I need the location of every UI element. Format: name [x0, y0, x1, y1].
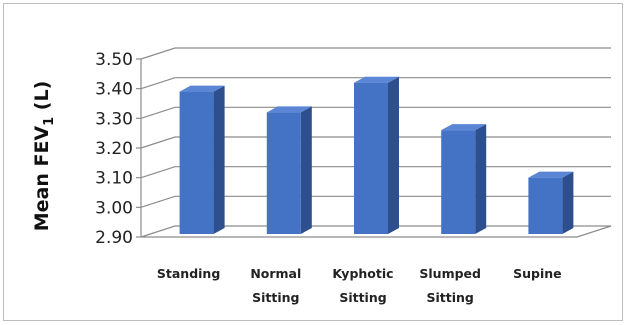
bar-side [388, 76, 399, 234]
category-label: Sitting [252, 290, 299, 305]
bar-side [300, 106, 312, 234]
bar-top [266, 106, 312, 113]
bar [354, 76, 399, 234]
bar-top [528, 171, 574, 178]
gridline [140, 47, 611, 60]
bar [528, 171, 574, 234]
bar-top [179, 85, 225, 92]
bar [441, 124, 487, 234]
category-label: Slumped [419, 266, 481, 281]
y-tick-label: 3.50 [95, 50, 133, 70]
category-label: Sitting [339, 290, 386, 305]
chart-area: 2.90 3.00 3.10 3.20 3.30 3.40 3.50 Standing Nor… [3, 3, 623, 321]
bar-chart: 2.90 3.00 3.10 3.20 3.30 3.40 3.50 Standing Nor… [31, 47, 612, 305]
y-tick-label: 3.10 [95, 169, 133, 189]
y-tick-label: 3.20 [95, 139, 133, 159]
bar-front [354, 82, 388, 234]
category-label: Sitting [427, 290, 474, 305]
bar-front [266, 112, 301, 234]
bar-side [213, 85, 225, 234]
y-tick-label: 3.40 [95, 80, 133, 100]
category-label: Supine [513, 266, 562, 281]
y-tick-label: 3.30 [95, 109, 133, 129]
gridline [140, 106, 611, 119]
bar-front [441, 130, 476, 234]
bar [179, 85, 225, 234]
y-axis-label: Mean FEV1 (L) [31, 81, 57, 232]
bar-side [475, 124, 487, 234]
bar-front [528, 177, 563, 234]
y-tick-label: 3.00 [95, 198, 133, 218]
y-tick-label: 2.90 [95, 228, 133, 248]
bar-front [179, 91, 214, 234]
bar-top [441, 124, 487, 131]
bar-side [562, 171, 574, 234]
category-label: Standing [157, 266, 220, 281]
category-label: Kyphotic [332, 266, 393, 281]
bar [266, 106, 312, 234]
category-label: Normal [250, 266, 301, 281]
bar-top [354, 76, 399, 83]
gridline [140, 77, 611, 90]
